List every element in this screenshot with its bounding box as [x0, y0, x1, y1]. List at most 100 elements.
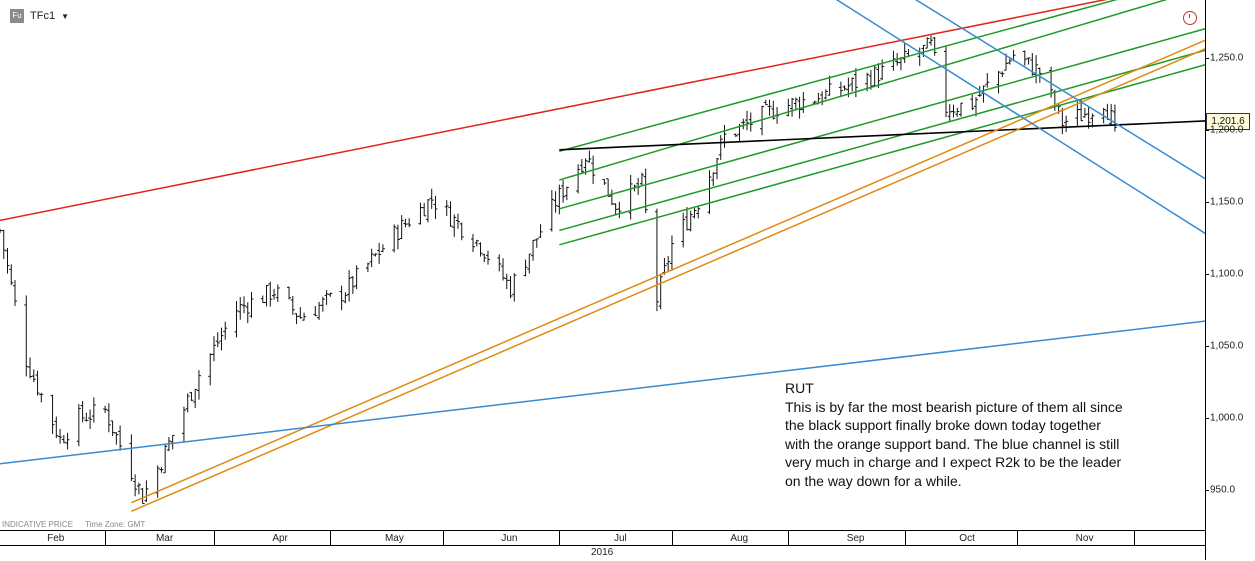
ohlc-bar — [1112, 104, 1117, 132]
black-trendline[interactable] — [559, 118, 1243, 151]
ohlc-bar — [1082, 107, 1087, 118]
ohlc-bar — [801, 92, 806, 113]
ohlc-bar — [155, 465, 160, 498]
ohlc-bar — [925, 37, 930, 49]
ohlc-bar — [365, 262, 370, 273]
red-trendline[interactable] — [0, 0, 1205, 228]
ohlc-bar — [497, 254, 502, 272]
ohlc-bar — [1007, 58, 1012, 65]
ohlc-bar — [290, 295, 295, 315]
blue-trendline[interactable] — [826, 0, 1243, 258]
green-trendline[interactable] — [559, 53, 1243, 246]
ohlc-bar — [238, 297, 243, 320]
ohlc-bar — [1026, 57, 1031, 65]
ohlc-bar — [144, 480, 149, 503]
ohlc-bar — [714, 158, 719, 180]
ohlc-bar — [459, 222, 464, 241]
ohlc-bar — [538, 224, 543, 238]
ohlc-bar — [718, 135, 723, 160]
ohlc-bar — [185, 393, 190, 413]
ohlc-bar — [1004, 53, 1009, 71]
ohlc-bar — [587, 150, 592, 163]
ohlc-bar — [1064, 115, 1069, 133]
ohlc-bar — [129, 434, 134, 482]
ohlc-bar — [564, 186, 569, 201]
ohlc-bar — [617, 201, 622, 219]
ohlc-bar — [534, 238, 539, 248]
ohlc-bar — [110, 420, 115, 437]
symbol-label[interactable]: TFc1 — [30, 10, 56, 22]
ohlc-bar — [452, 214, 457, 237]
ohlc-bar — [470, 234, 475, 253]
last-price-tag: 1,201.6 — [1206, 113, 1250, 130]
ohlc-bar — [31, 369, 36, 383]
ohlc-bar — [508, 276, 513, 299]
chevron-down-icon[interactable]: ▼ — [61, 11, 69, 21]
green-trendline[interactable] — [559, 0, 1205, 181]
month-tick — [904, 531, 906, 545]
ohlc-bar — [692, 208, 697, 219]
ohlc-bar — [133, 474, 138, 497]
ohlc-bar — [234, 301, 239, 338]
ohlc-bar — [13, 280, 18, 306]
blue-trendline[interactable] — [905, 0, 1243, 203]
price-axis[interactable] — [1205, 0, 1255, 560]
price-tick-label: 1,150.0 — [1210, 196, 1244, 208]
ohlc-bar — [722, 124, 727, 148]
ohlc-bar — [242, 296, 247, 314]
month-label: Oct — [959, 533, 975, 544]
ohlc-bar — [28, 357, 33, 379]
ohlc-bar — [1075, 101, 1080, 126]
ohlc-bar — [429, 188, 434, 209]
ohlc-bar — [579, 159, 584, 174]
orange-trendline[interactable] — [131, 32, 1243, 512]
ohlc-bar — [444, 200, 449, 217]
ohlc-bar — [996, 71, 1001, 94]
month-tick — [559, 531, 561, 545]
symbol-toolbar[interactable]: Fu TFc1 ▼ — [10, 8, 69, 24]
ohlc-bar — [422, 203, 427, 217]
ohlc-bar — [474, 239, 479, 247]
ohlc-bar — [478, 242, 483, 257]
ohlc-bar — [527, 253, 532, 274]
ohlc-bar — [741, 118, 746, 130]
ohlc-bar — [298, 307, 303, 319]
ohlc-bar — [392, 224, 397, 253]
ohlc-bar — [350, 276, 355, 294]
ohlc-bar — [501, 258, 506, 281]
ohlc-bar — [947, 104, 952, 122]
ohlc-bar — [264, 284, 269, 307]
ohlc-bar — [395, 224, 400, 250]
annotation-title: RUT — [785, 380, 814, 396]
ohlc-bar — [181, 406, 186, 443]
ohlc-bar — [339, 285, 344, 311]
clock-icon[interactable] — [1183, 11, 1197, 25]
ohlc-bar — [80, 401, 85, 423]
orange-trendline[interactable] — [131, 23, 1243, 504]
ohlc-bar — [1109, 103, 1114, 126]
blue-trendline[interactable] — [0, 315, 1243, 468]
month-tick — [1017, 531, 1019, 545]
green-trendline[interactable] — [559, 17, 1243, 210]
ohlc-bar — [902, 43, 907, 64]
ohlc-bar — [827, 75, 832, 96]
price-tick-label: 1,100.0 — [1210, 268, 1244, 280]
ohlc-bar — [928, 35, 933, 46]
ohlc-bar — [561, 180, 566, 203]
futures-icon: Fu — [10, 9, 24, 23]
ohlc-bar — [88, 409, 93, 429]
month-tick — [213, 531, 215, 545]
month-tick — [105, 531, 107, 545]
price-tick — [1205, 57, 1209, 59]
ohlc-bar — [932, 37, 937, 56]
ohlc-bar — [425, 198, 430, 223]
ohlc-bar — [249, 292, 254, 318]
price-type-label: INDICATIVE PRICE — [2, 520, 73, 529]
green-trendline[interactable] — [559, 0, 1205, 152]
chart-plot-area[interactable] — [0, 0, 1243, 530]
ohlc-bar — [512, 273, 517, 302]
ohlc-bar — [140, 488, 145, 505]
ohlc-bar — [504, 273, 509, 290]
ohlc-bar — [418, 202, 423, 225]
ohlc-bar — [958, 102, 963, 117]
